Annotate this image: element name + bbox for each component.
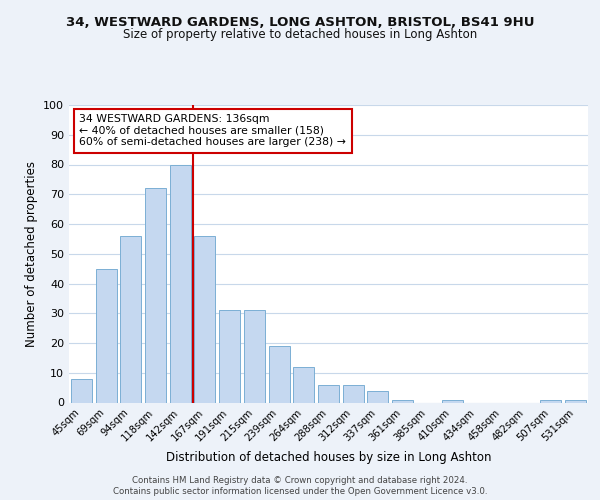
Bar: [269, 346, 290, 403]
Bar: [392, 400, 413, 402]
Bar: [541, 400, 562, 402]
Bar: [120, 236, 141, 402]
Bar: [244, 310, 265, 402]
Text: Size of property relative to detached houses in Long Ashton: Size of property relative to detached ho…: [123, 28, 477, 41]
Text: Contains public sector information licensed under the Open Government Licence v3: Contains public sector information licen…: [113, 487, 487, 496]
Bar: [170, 164, 191, 402]
Bar: [367, 390, 388, 402]
Text: 34, WESTWARD GARDENS, LONG ASHTON, BRISTOL, BS41 9HU: 34, WESTWARD GARDENS, LONG ASHTON, BRIST…: [66, 16, 534, 29]
Bar: [293, 367, 314, 402]
Bar: [219, 310, 240, 402]
Bar: [95, 268, 116, 402]
Bar: [71, 378, 92, 402]
Text: 34 WESTWARD GARDENS: 136sqm
← 40% of detached houses are smaller (158)
60% of se: 34 WESTWARD GARDENS: 136sqm ← 40% of det…: [79, 114, 346, 147]
Y-axis label: Number of detached properties: Number of detached properties: [25, 161, 38, 347]
Bar: [318, 384, 339, 402]
Bar: [145, 188, 166, 402]
X-axis label: Distribution of detached houses by size in Long Ashton: Distribution of detached houses by size …: [166, 452, 491, 464]
Bar: [565, 400, 586, 402]
Text: Contains HM Land Registry data © Crown copyright and database right 2024.: Contains HM Land Registry data © Crown c…: [132, 476, 468, 485]
Bar: [442, 400, 463, 402]
Bar: [194, 236, 215, 402]
Bar: [343, 384, 364, 402]
